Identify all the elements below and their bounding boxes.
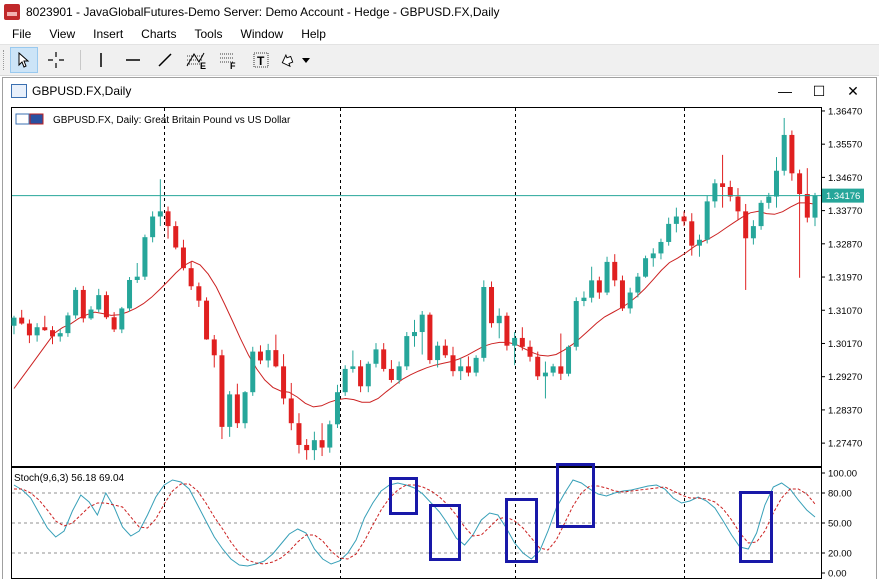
fibonacci-fan-icon: F <box>220 53 236 70</box>
menu-view[interactable]: View <box>49 27 76 41</box>
app-title-bar: 8023901 - JavaGlobalFutures-Demo Server:… <box>0 0 879 24</box>
cursor-button[interactable] <box>10 47 38 73</box>
arrow-shapes-icon <box>281 53 310 68</box>
trend-line-icon <box>158 53 172 67</box>
menu-file[interactable]: File <box>12 27 32 41</box>
horizontal-line-icon <box>126 59 140 61</box>
trend-line-button[interactable] <box>151 47 179 73</box>
crosshair-icon <box>48 52 64 68</box>
text-label-button[interactable]: T <box>247 47 275 73</box>
arrow-shapes-button[interactable] <box>279 47 313 73</box>
fibonacci-expansion-button[interactable]: E <box>183 47 211 73</box>
chart-window: GBPUSD.FX,Daily — ☐ ✕ <box>2 77 877 579</box>
dropdown-arrow-icon <box>302 58 310 63</box>
maximize-button[interactable]: ☐ <box>812 82 826 99</box>
drawing-toolbar: E F T <box>0 44 879 76</box>
fib-f-letter: F <box>230 61 236 70</box>
text-tool-letter: T <box>257 54 265 68</box>
crosshair-button[interactable] <box>42 47 70 73</box>
menu-window[interactable]: Window <box>240 27 284 41</box>
menu-charts[interactable]: Charts <box>141 27 177 41</box>
text-label-icon: T <box>253 52 269 68</box>
chart-window-title-bar: GBPUSD.FX,Daily — ☐ ✕ <box>3 78 876 104</box>
vertical-line-icon <box>100 53 102 67</box>
menu-insert[interactable]: Insert <box>93 27 124 41</box>
menu-tools[interactable]: Tools <box>194 27 223 41</box>
vertical-line-button[interactable] <box>87 47 115 73</box>
fibonacci-fan-button[interactable]: F <box>215 47 243 73</box>
app-logo-icon <box>4 4 20 20</box>
horizontal-line-button[interactable] <box>119 47 147 73</box>
fibonacci-expansion-icon: E <box>186 52 206 70</box>
menu-help[interactable]: Help <box>301 27 326 41</box>
menu-bar: File View Insert Charts Tools Window Hel… <box>0 24 879 44</box>
cursor-arrow-icon <box>18 52 30 68</box>
chart-window-title: GBPUSD.FX,Daily <box>32 84 132 98</box>
app-title: 8023901 - JavaGlobalFutures-Demo Server:… <box>26 5 500 19</box>
fib-e-letter: E <box>200 61 206 70</box>
close-button[interactable]: ✕ <box>847 82 859 99</box>
minimize-button[interactable]: — <box>778 83 792 99</box>
chart-window-icon <box>11 84 27 98</box>
